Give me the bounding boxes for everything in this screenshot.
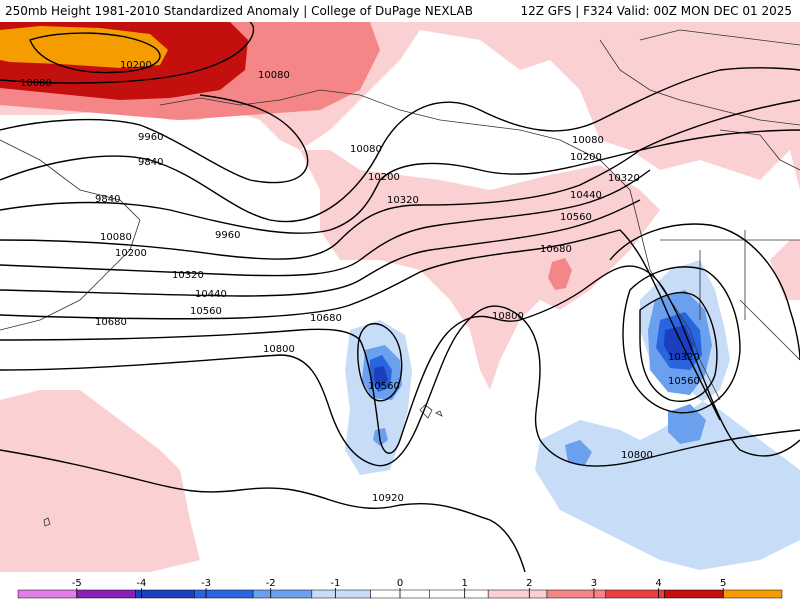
contour-label: 10560	[668, 376, 700, 387]
contour-label: 10440	[195, 289, 227, 300]
contour-label: 10200	[120, 60, 152, 71]
negative-anomaly-shading	[345, 260, 800, 570]
colorbar-tick-label: -5	[72, 578, 82, 589]
contour-label: 10800	[263, 344, 295, 355]
contour-label: 10560	[368, 381, 400, 392]
negative-anomaly-region	[668, 404, 706, 444]
contour-label: 10680	[95, 317, 127, 328]
colorbar-swatch	[664, 589, 724, 599]
map-title: 250mb Height 1981-2010 Standardized Anom…	[5, 4, 473, 18]
contour-label: 10320	[387, 195, 419, 206]
map-header: 250mb Height 1981-2010 Standardized Anom…	[0, 0, 800, 22]
contour-label: 10080	[100, 232, 132, 243]
colorbar-tick-label: -1	[330, 578, 340, 589]
negative-anomaly-region	[373, 428, 388, 446]
colorbar-tick-label: 0	[397, 578, 403, 589]
contour-label: 9960	[215, 230, 240, 241]
colorbar-swatch	[17, 589, 78, 599]
anomaly-map: 10200 10080 10080 9960 9840 9840 10080 1…	[0, 22, 800, 572]
contour-label: 10320	[172, 270, 204, 281]
contour-label: 9960	[138, 132, 163, 143]
contour-label: 10560	[560, 212, 592, 223]
colorbar-tick-label: 4	[655, 578, 661, 589]
colorbar-swatch	[311, 589, 371, 599]
contour-label: 10800	[621, 450, 653, 461]
colorbar-swatches	[17, 589, 783, 599]
colorbar-tick-label: 5	[720, 578, 726, 589]
height-contours	[0, 22, 800, 572]
negative-anomaly-region	[535, 260, 800, 570]
negative-anomaly-region	[374, 366, 388, 388]
contour-label: 10080	[350, 144, 382, 155]
colorbar-swatch	[135, 589, 195, 599]
positive-anomaly-region	[548, 258, 572, 290]
colorbar-ticks: -5 -4 -3 -2 -1 0 1 2 3 4 5	[72, 578, 726, 598]
colorbar-swatch	[546, 589, 606, 599]
contour-label: 10080	[20, 78, 52, 89]
colorbar: -5 -4 -3 -2 -1 0 1 2 3 4 5	[0, 572, 800, 600]
contour-label: 9840	[95, 194, 120, 205]
colorbar-svg: -5 -4 -3 -2 -1 0 1 2 3 4 5	[17, 578, 783, 599]
negative-anomaly-region	[664, 325, 694, 360]
colorbar-swatch	[76, 589, 136, 599]
contour-label: 10680	[540, 244, 572, 255]
colorbar-swatch	[429, 589, 489, 599]
colorbar-swatch	[194, 589, 254, 599]
contour-label: 10320	[668, 352, 700, 363]
model-valid-time: 12Z GFS | F324 Valid: 00Z MON DEC 01 202…	[520, 4, 792, 18]
positive-anomaly-region	[770, 240, 800, 300]
contour-label: 10200	[115, 248, 147, 259]
contour-labels: 10200 10080 10080 9960 9840 9840 10080 1…	[20, 60, 700, 504]
coastlines	[0, 29, 800, 527]
contour-label: 10560	[190, 306, 222, 317]
colorbar-tick-label: 2	[526, 578, 532, 589]
contour-label: 10080	[572, 135, 604, 146]
colorbar-tick-label: -2	[266, 578, 276, 589]
positive-anomaly-region	[0, 390, 200, 572]
colorbar-swatch	[252, 589, 313, 599]
negative-anomaly-region	[565, 440, 592, 465]
colorbar-tick-label: -4	[136, 578, 146, 589]
contour-label: 10440	[570, 190, 602, 201]
contour-label: 10080	[258, 70, 290, 81]
colorbar-swatch	[487, 589, 548, 599]
contour-label: 10680	[310, 313, 342, 324]
contour-label: 10200	[368, 172, 400, 183]
contour-label: 9840	[138, 157, 163, 168]
colorbar-tick-label: 3	[591, 578, 597, 589]
colorbar-tick-label: -3	[201, 578, 211, 589]
contour-label: 10320	[608, 173, 640, 184]
contour-label: 10800	[492, 311, 524, 322]
contour-label: 10200	[570, 152, 602, 163]
colorbar-swatch	[605, 589, 665, 599]
positive-anomaly-region	[300, 150, 660, 390]
contour-label: 10920	[372, 493, 404, 504]
colorbar-swatch	[722, 589, 783, 599]
colorbar-tick-label: 1	[461, 578, 467, 589]
